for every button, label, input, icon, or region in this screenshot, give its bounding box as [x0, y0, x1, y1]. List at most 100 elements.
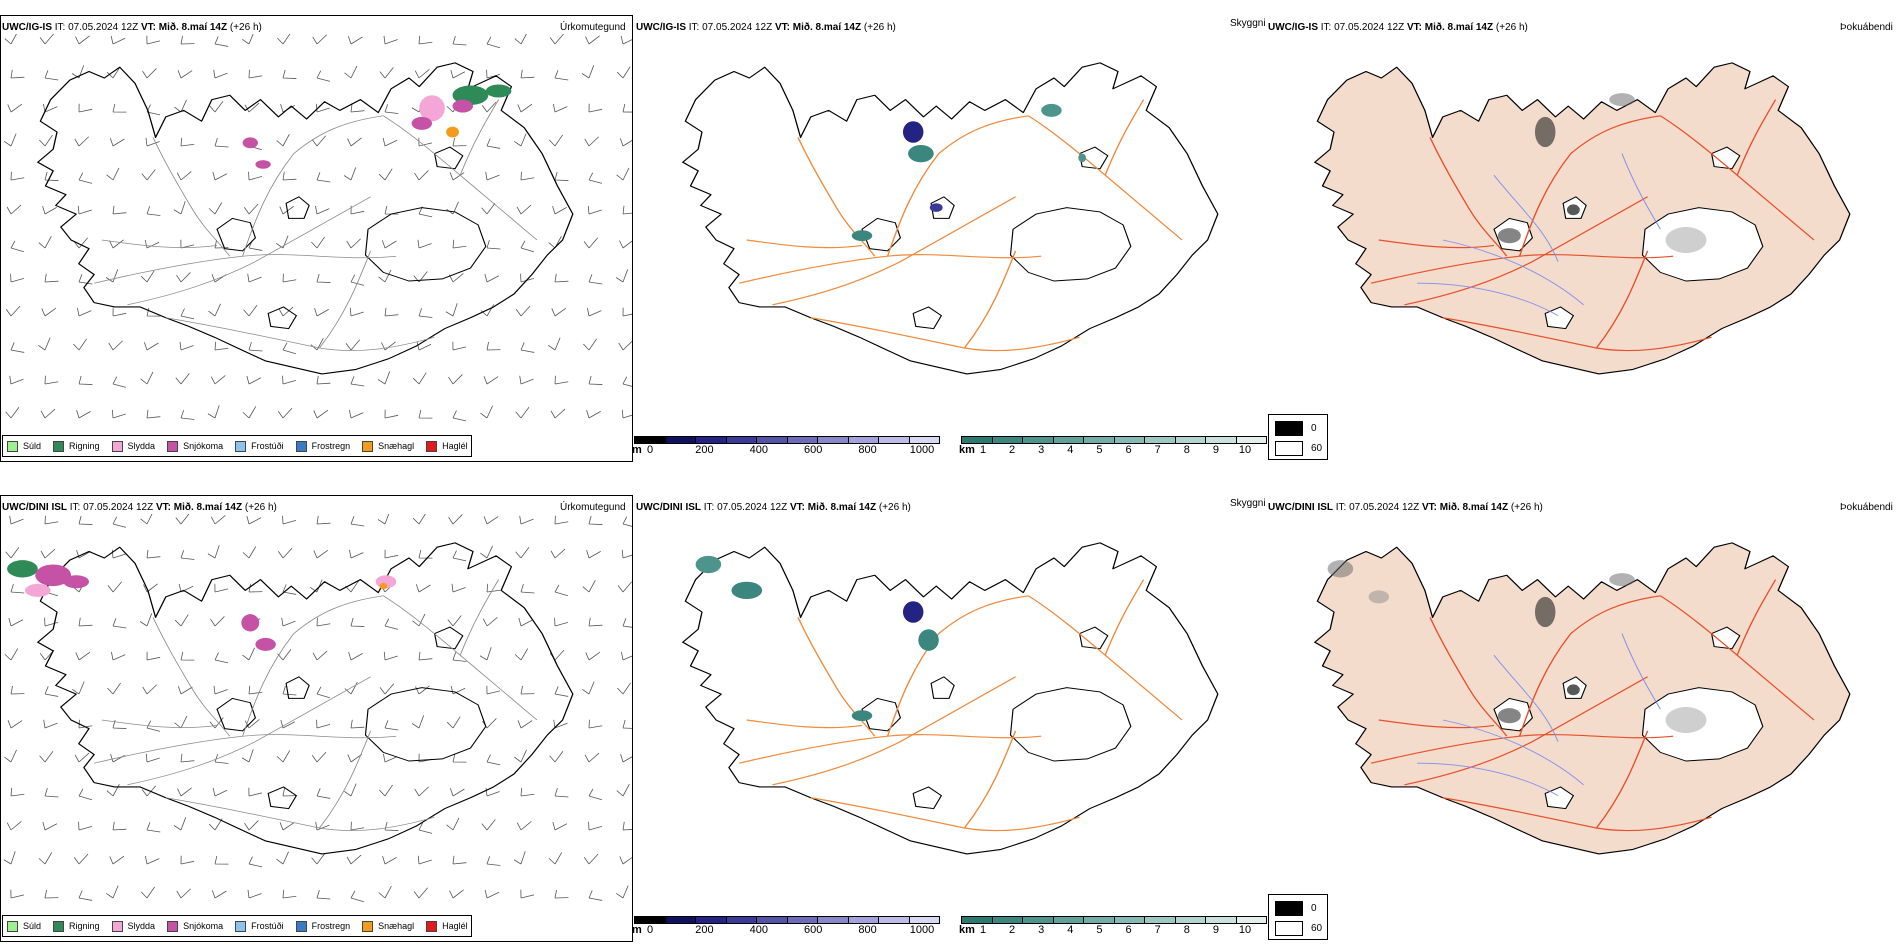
colorbar-cell: [726, 437, 757, 443]
wind-barb-icon: [583, 853, 599, 865]
wind-barb-icon: [248, 69, 263, 79]
wind-barb-icon: [140, 371, 154, 385]
wind-barb-icon: [346, 854, 362, 865]
wind-barb-icon: [7, 103, 23, 113]
precip-map-frame: [0, 15, 633, 462]
legend-swatch: [7, 440, 18, 452]
wind-barb-icon: [552, 821, 568, 831]
wind-barb-icon: [313, 549, 329, 559]
glacier-outline: [1710, 626, 1741, 650]
wind-barb-icon: [620, 35, 632, 45]
legend-swatch: [53, 440, 65, 452]
wind-barb-icon: [451, 583, 466, 593]
wind-barb-icon: [141, 886, 155, 899]
wind-barb-icon: [514, 648, 529, 661]
wind-barb-icon: [484, 273, 500, 283]
wind-barb-icon: [384, 618, 399, 630]
colorbar-cell: [909, 437, 939, 443]
wind-barb-icon: [516, 204, 532, 215]
colorbar-tick: 1000: [909, 924, 935, 936]
road-line: [242, 595, 384, 737]
wind-barb-icon: [552, 205, 567, 215]
wind-barb-icon: [77, 307, 92, 317]
wind-barb-icon: [486, 754, 501, 766]
wind-barb-icon: [108, 340, 123, 351]
lead-time: (+26 h): [244, 502, 277, 513]
legend-item: Slydda: [111, 440, 155, 452]
wind-barb-icon: [109, 855, 125, 865]
wind-barb-icon: [452, 550, 467, 562]
wind-barb-icon: [140, 514, 154, 525]
wind-barb-icon: [44, 787, 59, 798]
wind-barb-icon: [381, 341, 396, 351]
road-line: [1027, 115, 1183, 241]
it-value: 07.05.2024 12Z: [1349, 502, 1420, 513]
wind-barb-icon: [177, 70, 193, 79]
wind-barb-icon: [277, 648, 292, 661]
wind-barb-icon: [247, 889, 262, 899]
glacier-outline: [1641, 687, 1764, 762]
wind-barb-icon: [582, 580, 596, 593]
colorbar-tick: 4: [1067, 444, 1074, 456]
river-line: [1493, 654, 1559, 742]
wind-barb-icon: [39, 750, 54, 763]
wind-barb-icon: [618, 340, 632, 351]
wind-barb-icon: [449, 889, 464, 899]
wind-barb-icon: [615, 269, 629, 283]
wind-barb-icon: [343, 167, 357, 181]
road-line: [101, 239, 218, 249]
glacier-outline: [216, 217, 257, 252]
it-value: 07.05.2024 12Z: [83, 502, 154, 513]
wind-barb-icon: [10, 889, 25, 899]
colorbar-cell: [909, 917, 939, 923]
wind-barb-icon: [112, 103, 127, 113]
wind-barb-icon: [583, 338, 597, 351]
wind-barb-icon: [282, 685, 297, 696]
it-label: IT:: [688, 22, 700, 33]
colorbar-tick: 1: [979, 444, 987, 456]
fog-legend-label: 60: [1311, 923, 1323, 934]
colorbar-cell: [848, 917, 879, 923]
wind-barb-icon: [75, 35, 90, 45]
legend-swatch: [426, 920, 438, 932]
road-line: [1378, 719, 1495, 729]
glacier-outline: [1009, 207, 1132, 282]
it-label: IT:: [703, 502, 715, 513]
wind-barb-icon: [276, 851, 289, 865]
wind-barb-icon: [112, 719, 127, 729]
wind-barb-icon: [242, 34, 255, 45]
wind-barb-icon: [344, 682, 358, 695]
wind-barb-icon: [517, 720, 533, 729]
wind-barb-icon: [520, 69, 535, 79]
road-line: [746, 239, 863, 249]
wind-barb-icon: [38, 337, 51, 351]
legend-item: Snjókoma: [167, 920, 223, 932]
wind-barb-icon: [278, 306, 294, 317]
field-patch: [411, 116, 433, 130]
wind-barb-icon: [382, 137, 398, 147]
vt-label: VT:: [789, 502, 805, 513]
wind-barb-icon: [416, 341, 432, 351]
wind-barb-icon: [43, 719, 58, 729]
field-patch: [1497, 228, 1521, 244]
wind-barb-icon: [486, 36, 500, 49]
legend-swatch: [235, 440, 247, 452]
road-line: [383, 595, 538, 721]
legend-label: Snjókoma: [183, 441, 224, 451]
field-patch: [851, 710, 873, 722]
wind-barb-icon: [554, 273, 569, 283]
field-patch: [452, 99, 473, 113]
legend-swatch: [362, 920, 374, 932]
colorbar-tick: 4: [1067, 924, 1074, 936]
wind-barbs: [3, 514, 632, 903]
wind-barb-icon: [486, 685, 501, 695]
wind-barb-icon: [485, 787, 500, 797]
field-patch: [1534, 596, 1556, 628]
lead-time: (+26 h): [863, 22, 896, 33]
wind-barb-icon: [452, 35, 467, 46]
field-patch: [379, 582, 388, 590]
wind-barb-icon: [514, 34, 528, 45]
visibility-colorbar: 1 2 3 4 5 6 7 8 9 10 km: [959, 436, 1267, 456]
wind-barb-icon: [111, 549, 126, 559]
colorbar-cell: [1145, 917, 1176, 923]
